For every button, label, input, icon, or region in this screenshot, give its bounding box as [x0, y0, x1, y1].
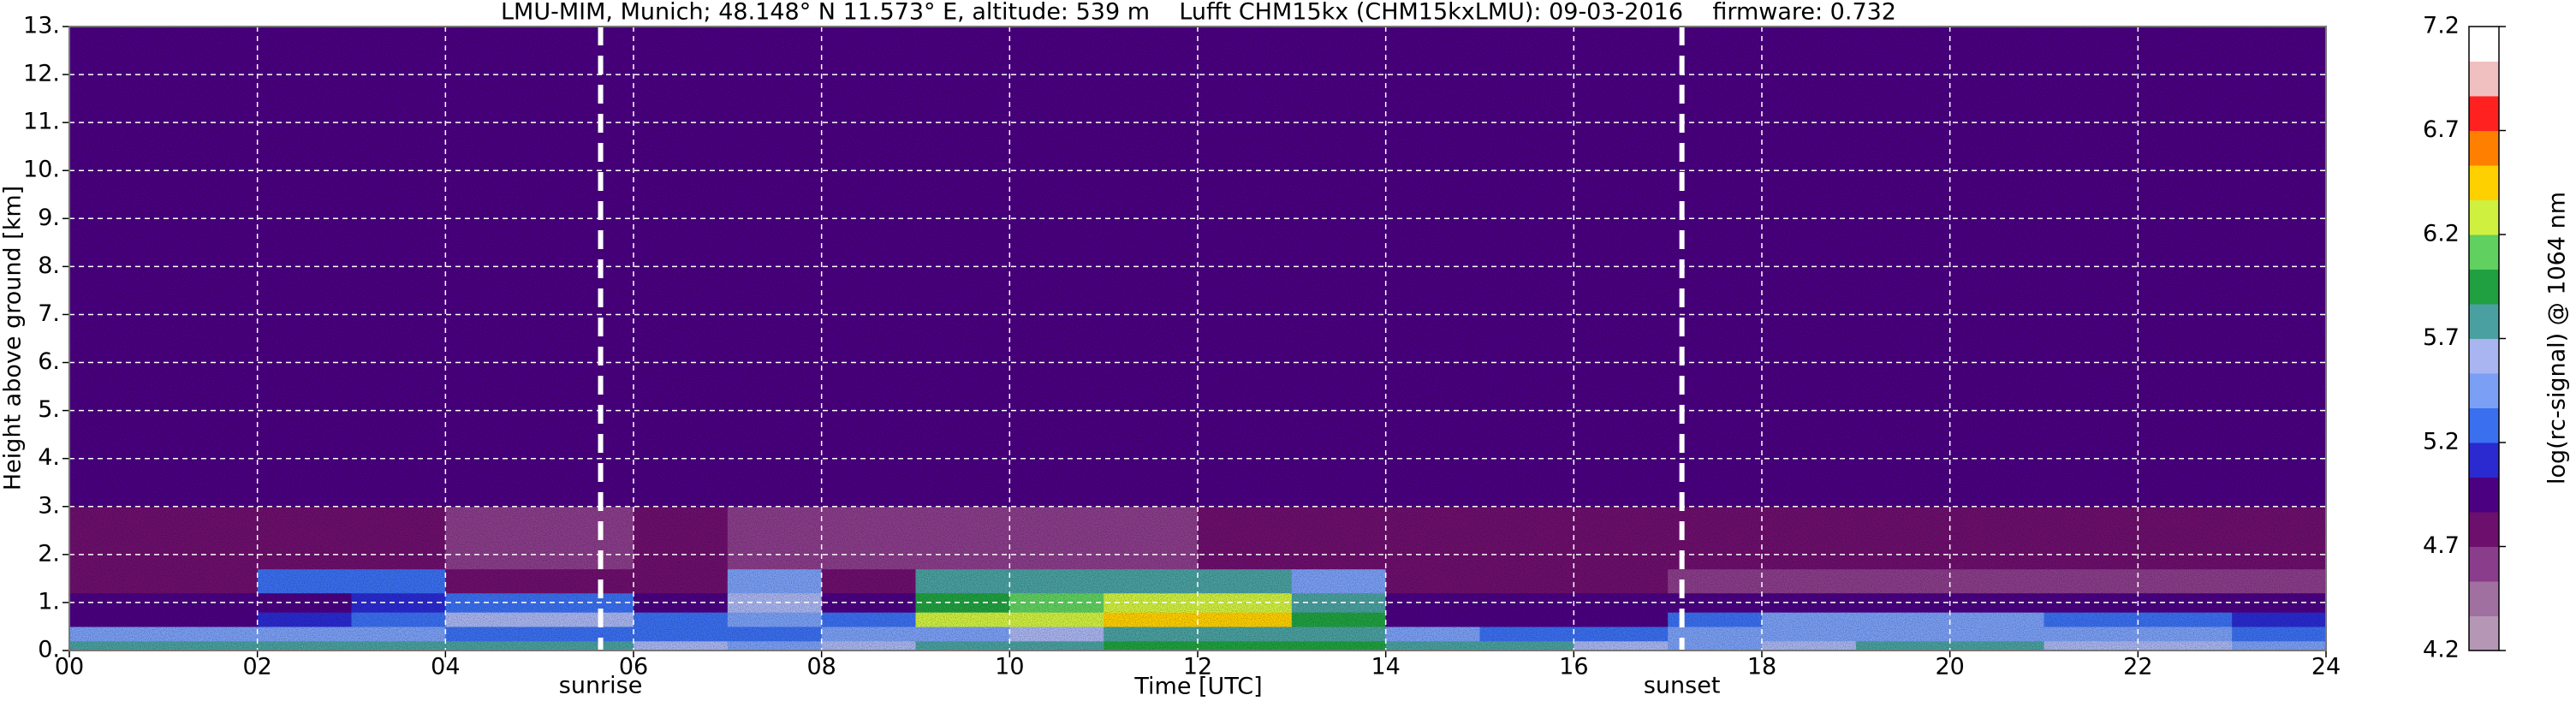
y-tick-label: 6. [38, 348, 60, 375]
colorbar-band [2469, 407, 2499, 443]
colorbar-band [2469, 477, 2499, 513]
x-tick-label: 04 [431, 654, 460, 680]
y-tick-label: 11. [23, 109, 60, 135]
colorbar-band [2469, 304, 2499, 339]
colorbar-band [2469, 338, 2499, 374]
plot-frame [68, 26, 2327, 651]
y-tick-label: 2. [38, 540, 60, 567]
y-tick-label: 3. [38, 492, 60, 519]
x-tick-label: 20 [1935, 654, 1964, 680]
y-tick-label: 13. [23, 13, 60, 39]
colorbar-band [2469, 546, 2499, 582]
x-tick-label: 22 [2123, 654, 2152, 680]
y-tick-label: 5. [38, 396, 60, 423]
y-tick-label: 8. [38, 253, 60, 279]
y-tick-label: 9. [38, 205, 60, 231]
y-tick-label: 1. [38, 588, 60, 615]
y-tick-label: 7. [38, 300, 60, 327]
x-axis-label: Time [UTC] [1133, 674, 1262, 700]
colorbar-tick-label: 6.2 [2423, 221, 2460, 247]
x-tick-label: 16 [1559, 654, 1588, 680]
colorbar-tick-label: 7.2 [2423, 13, 2460, 39]
x-tick-label: 02 [242, 654, 271, 680]
colorbar-band [2469, 512, 2499, 547]
colorbar-band [2469, 581, 2499, 616]
colorbar-tick-label: 5.7 [2423, 324, 2460, 351]
colorbar-band [2469, 443, 2499, 478]
colorbar-band [2469, 27, 2499, 62]
x-tick-label: 24 [2311, 654, 2341, 680]
colorbar-band [2469, 615, 2499, 651]
colorbar-band [2469, 373, 2499, 408]
event-label: sunset [1644, 673, 1721, 699]
colorbar-label: log(rc-signal) @ 1064 nm [2544, 192, 2571, 484]
y-tick-label: 10. [23, 157, 60, 183]
colorbar-band [2469, 61, 2499, 97]
colorbar-band [2469, 130, 2499, 166]
x-tick-label: 00 [55, 654, 84, 680]
x-tick-label: 14 [1371, 654, 1400, 680]
colorbar-band [2469, 199, 2499, 235]
x-tick-label: 12 [1183, 654, 1212, 680]
x-tick-label: 06 [619, 654, 648, 680]
colorbar-tick-label: 4.7 [2423, 532, 2460, 559]
y-tick-label: 12. [23, 61, 60, 87]
colorbar-tick-label: 4.2 [2423, 637, 2460, 663]
y-tick-label: 0. [38, 637, 60, 663]
chart-title: LMU-MIM, Munich; 48.148° N 11.573° E, al… [501, 0, 1896, 26]
event-label: sunrise [559, 673, 643, 699]
x-tick-label: 10 [995, 654, 1024, 680]
colorbar-band [2469, 269, 2499, 305]
y-tick-label: 4. [38, 444, 60, 471]
colorbar-band [2469, 96, 2499, 131]
colorbar-band [2469, 165, 2499, 200]
colorbar-tick-label: 6.7 [2423, 116, 2460, 143]
y-axis-label: Height above ground [km] [0, 186, 27, 490]
colorbar-band [2469, 235, 2499, 270]
x-tick-label: 08 [806, 654, 836, 680]
colorbar-tick-label: 5.2 [2423, 429, 2460, 455]
x-tick-label: 18 [1747, 654, 1776, 680]
